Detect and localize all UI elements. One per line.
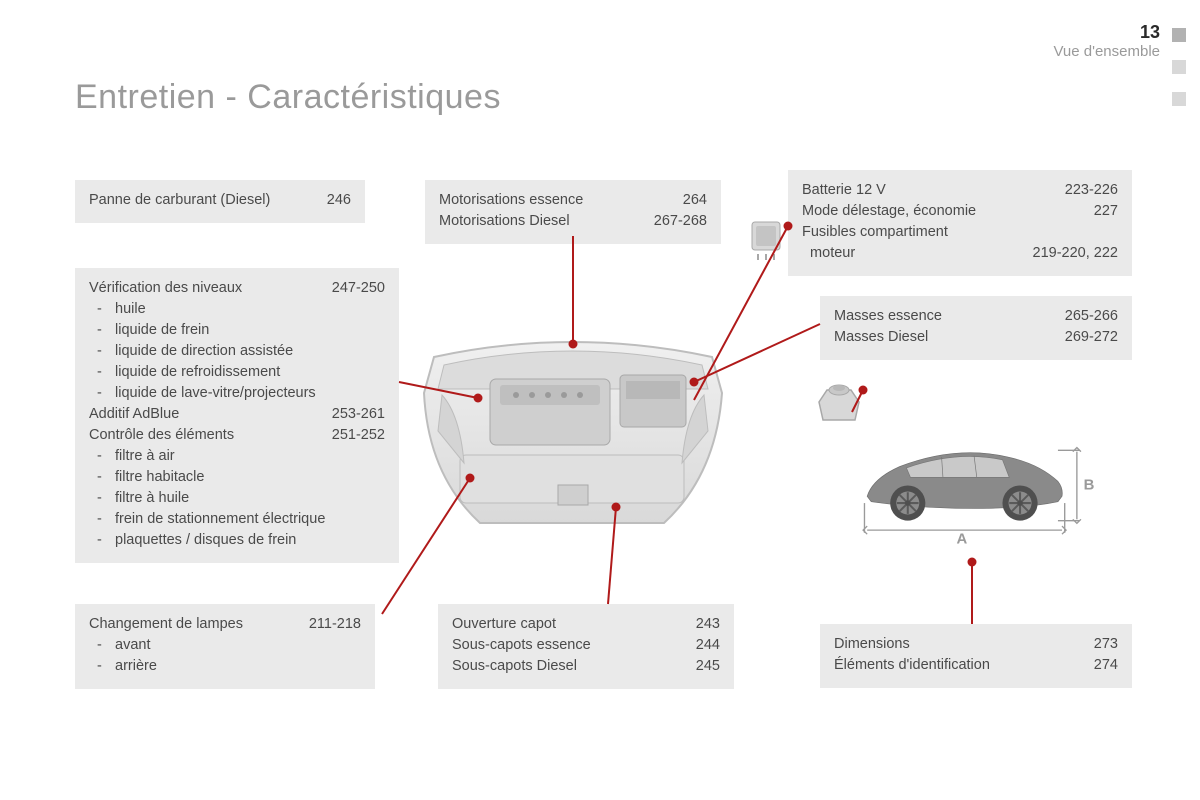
row-label: Mode délestage, économie	[802, 201, 1076, 222]
callout-dot-dims-to-car	[968, 558, 977, 567]
row-label: Batterie 12 V	[802, 180, 1047, 201]
tab-markers	[1172, 28, 1186, 106]
box-sub-item: frein de stationnement électrique	[89, 509, 385, 530]
box-row: Sous-capots essence 244	[452, 635, 720, 656]
row-pages: 246	[327, 190, 351, 211]
row-pages: 269-272	[1065, 327, 1118, 348]
row-label: Sous-capots essence	[452, 635, 678, 656]
box-row: Batterie 12 V 223-226	[802, 180, 1118, 201]
row-label: Ouverture capot	[452, 614, 678, 635]
box-sub-item: huile	[89, 299, 385, 320]
relay-icon	[750, 220, 782, 260]
row-label: Fusibles compartiment	[802, 222, 1100, 243]
box-battery: Batterie 12 V 223-226Mode délestage, écon…	[788, 170, 1132, 276]
box-sub-item: liquide de refroidissement	[89, 362, 385, 383]
row-label: Motorisations Diesel	[439, 211, 636, 232]
box-row: Masses essence 265-266	[834, 306, 1118, 327]
box-row: Sous-capots Diesel 245	[452, 656, 720, 677]
box-row: Motorisations essence 264	[439, 190, 707, 211]
box-row: Éléments d'identification 274	[834, 655, 1118, 676]
box-row: Vérification des niveaux 247-250	[89, 278, 385, 299]
row-label: Additif AdBlue	[89, 404, 314, 425]
row-pages: 247-250	[332, 278, 385, 299]
row-pages: 273	[1094, 634, 1118, 655]
car-side-illustration: A B	[820, 430, 1120, 545]
row-pages: 251-252	[332, 425, 385, 446]
reservoir-cap-icon	[815, 380, 863, 424]
row-pages: 265-266	[1065, 306, 1118, 327]
row-label: Sous-capots Diesel	[452, 656, 678, 677]
box-sub-item: liquide de direction assistée	[89, 341, 385, 362]
row-pages: 211-218	[309, 614, 361, 635]
row-label: Masses essence	[834, 306, 1047, 327]
row-pages: 267-268	[654, 211, 707, 232]
box-row: moteur 219-220, 222	[802, 243, 1118, 264]
page-title: Entretien - Caractéristiques	[75, 78, 501, 117]
box-sub-item: plaquettes / disques de frein	[89, 530, 385, 551]
engine-bay-illustration	[420, 335, 725, 530]
box-row: Mode délestage, économie 227	[802, 201, 1118, 222]
box-sub-item: liquide de lave-vitre/projecteurs	[89, 383, 385, 404]
row-label: Masses Diesel	[834, 327, 1047, 348]
row-label: Changement de lampes	[89, 614, 291, 635]
box-dimensions: Dimensions 273 Éléments d'identification 27…	[820, 624, 1132, 688]
box-sub-item: filtre à air	[89, 446, 385, 467]
box-row: Changement de lampes 211-218	[89, 614, 361, 635]
box-sub-item: liquide de frein	[89, 320, 385, 341]
row-label: moteur	[802, 243, 1015, 264]
row-label: Éléments d'identification	[834, 655, 1076, 676]
row-label: Panne de carburant (Diesel)	[89, 190, 309, 211]
row-pages: 264	[683, 190, 707, 211]
box-sub-item: filtre habitacle	[89, 467, 385, 488]
row-pages: 274	[1094, 655, 1118, 676]
row-pages: 245	[696, 656, 720, 677]
row-pages: 219-220, 222	[1033, 243, 1118, 264]
box-row: Panne de carburant (Diesel) 246	[89, 190, 351, 211]
box-row: Additif AdBlue 253-261	[89, 404, 385, 425]
page-number: 13	[1053, 22, 1160, 43]
box-row: Masses Diesel 269-272	[834, 327, 1118, 348]
row-pages: 244	[696, 635, 720, 656]
row-pages: 223-226	[1065, 180, 1118, 201]
row-label: Vérification des niveaux	[89, 278, 314, 299]
box-bulb-change: Changement de lampes 211-218avantarrière	[75, 604, 375, 689]
box-row: Dimensions 273	[834, 634, 1118, 655]
row-label: Motorisations essence	[439, 190, 665, 211]
dimension-label-a: A	[957, 532, 968, 545]
box-sub-item: avant	[89, 635, 361, 656]
row-label: Dimensions	[834, 634, 1076, 655]
dimension-label-b: B	[1084, 478, 1095, 494]
box-sub-item: arrière	[89, 656, 361, 677]
box-bonnet: Ouverture capot 243 Sous-capots essence 244…	[438, 604, 734, 689]
box-level-checks: Vérification des niveaux247-250huileliqu…	[75, 268, 399, 563]
box-weights: Masses essence 265-266 Masses Diesel 269-27…	[820, 296, 1132, 360]
box-row: Motorisations Diesel 267-268	[439, 211, 707, 232]
box-fuel-diesel: Panne de carburant (Diesel) 246	[75, 180, 365, 223]
row-pages: 243	[696, 614, 720, 635]
box-row: Fusibles compartiment	[802, 222, 1118, 243]
section-name: Vue d'ensemble	[1053, 43, 1160, 60]
box-engines: Motorisations essence264Motorisations Di…	[425, 180, 721, 244]
box-row: Contrôle des éléments 251-252	[89, 425, 385, 446]
box-sub-item: filtre à huile	[89, 488, 385, 509]
box-row: Ouverture capot 243	[452, 614, 720, 635]
row-pages: 253-261	[332, 404, 385, 425]
row-pages: 227	[1094, 201, 1118, 222]
row-label: Contrôle des éléments	[89, 425, 314, 446]
